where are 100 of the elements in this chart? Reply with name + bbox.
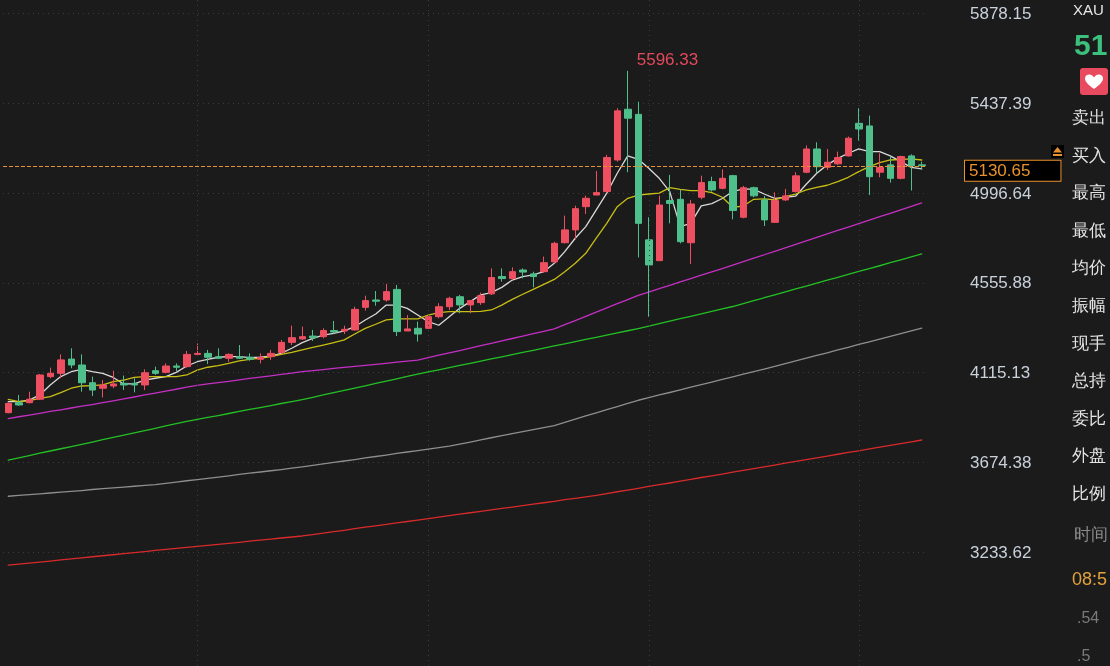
candlestick bbox=[645, 216, 653, 318]
y-tick-label: 4555.88 bbox=[970, 273, 1032, 293]
candlestick bbox=[876, 152, 884, 178]
candlestick bbox=[656, 195, 663, 262]
candlestick bbox=[593, 170, 600, 196]
text: .54 bbox=[1077, 609, 1100, 627]
candlestick bbox=[635, 101, 642, 258]
text: 最低 bbox=[1072, 220, 1106, 241]
candlestick bbox=[246, 352, 254, 362]
candlestick bbox=[204, 349, 212, 365]
candlestick bbox=[834, 151, 842, 166]
candlestick bbox=[561, 215, 569, 244]
candlestick bbox=[68, 347, 75, 369]
text: 现手 bbox=[1072, 333, 1106, 354]
candlestick bbox=[57, 353, 65, 379]
text: 振幅 bbox=[1072, 296, 1106, 316]
line-series bbox=[7, 327, 923, 497]
text: 最高 bbox=[1072, 183, 1106, 203]
candlestick bbox=[551, 241, 558, 264]
text: 委比 bbox=[1072, 408, 1106, 429]
candlestick bbox=[782, 188, 789, 202]
candlestick bbox=[897, 155, 905, 180]
candlestick bbox=[225, 352, 233, 363]
line-series bbox=[7, 202, 923, 420]
line-series bbox=[7, 253, 923, 461]
candlestick bbox=[488, 267, 495, 296]
y-tick-label: 5878.15 bbox=[970, 3, 1032, 23]
candlestick bbox=[141, 368, 149, 391]
y-tick-label: 3233.62 bbox=[970, 542, 1032, 562]
candlestick bbox=[26, 391, 33, 404]
line-series bbox=[7, 439, 923, 566]
candlestick bbox=[803, 145, 810, 174]
candlestick bbox=[509, 266, 516, 281]
candlestick bbox=[582, 195, 590, 215]
candlestick bbox=[288, 325, 296, 346]
candlestick bbox=[215, 347, 222, 360]
candlestick bbox=[120, 375, 128, 391]
text: 外盘 bbox=[1072, 446, 1106, 467]
candlestick bbox=[393, 284, 401, 337]
candlestick bbox=[740, 185, 747, 219]
candlestick bbox=[267, 349, 275, 361]
candlestick bbox=[866, 115, 873, 196]
candlestick bbox=[404, 314, 411, 332]
y-tick-label: 4996.64 bbox=[970, 183, 1032, 203]
candlestick bbox=[183, 350, 191, 369]
candlestick bbox=[624, 70, 632, 173]
candlestick bbox=[614, 107, 621, 163]
candlestick bbox=[792, 171, 800, 194]
candlestick bbox=[477, 292, 485, 306]
candlestick bbox=[666, 174, 674, 224]
candlestick bbox=[540, 256, 548, 274]
candlestick bbox=[36, 373, 44, 401]
candlestick bbox=[47, 367, 54, 379]
text: 卖出 bbox=[1072, 108, 1106, 128]
candlestick bbox=[677, 188, 684, 244]
candlestick bbox=[719, 168, 726, 190]
y-tick-label: 5437.39 bbox=[970, 93, 1032, 113]
candlestick bbox=[110, 370, 117, 389]
candlestick bbox=[99, 379, 107, 398]
candlestick bbox=[855, 107, 863, 142]
candlestick bbox=[5, 402, 12, 414]
candlestick bbox=[152, 366, 159, 376]
candlestick bbox=[257, 352, 264, 364]
candlestick bbox=[708, 176, 716, 193]
candlestick bbox=[918, 161, 926, 170]
candlestick bbox=[698, 175, 705, 200]
text: 总持 bbox=[1072, 371, 1106, 391]
candlestick bbox=[236, 344, 243, 360]
text: 比例 bbox=[1072, 484, 1106, 504]
candlestick bbox=[425, 314, 432, 330]
candlestick bbox=[320, 327, 327, 339]
candlestick bbox=[362, 295, 369, 312]
candlestick bbox=[908, 153, 915, 192]
candlestick bbox=[813, 141, 821, 174]
candlestick bbox=[761, 195, 768, 227]
candlestick bbox=[771, 191, 779, 224]
candlestick bbox=[372, 290, 380, 307]
candlestick bbox=[750, 186, 758, 198]
candlestick bbox=[278, 339, 285, 355]
text: 08:5 bbox=[1072, 569, 1108, 590]
candlestick bbox=[519, 267, 527, 279]
candlestick bbox=[887, 156, 894, 184]
y-tick-label: 3674.38 bbox=[970, 453, 1032, 473]
candlestick bbox=[729, 174, 737, 220]
candlestick bbox=[498, 267, 506, 283]
ref-line-label: 5130.65 bbox=[969, 161, 1031, 181]
candlestick bbox=[131, 377, 138, 393]
candlestick bbox=[341, 325, 348, 335]
text: 买入 bbox=[1072, 145, 1106, 166]
candlestick bbox=[330, 320, 338, 334]
candlestick bbox=[572, 205, 579, 240]
text: 时间 bbox=[1074, 525, 1108, 545]
candlestick bbox=[173, 362, 180, 372]
y-tick-label: 4115.13 bbox=[970, 363, 1031, 383]
text: 51 bbox=[1074, 28, 1108, 61]
candlestick bbox=[603, 154, 611, 194]
candlestick bbox=[467, 299, 474, 314]
candlestick bbox=[383, 283, 390, 303]
annotation: 5596.33 bbox=[636, 50, 699, 70]
candlestick bbox=[89, 376, 96, 397]
